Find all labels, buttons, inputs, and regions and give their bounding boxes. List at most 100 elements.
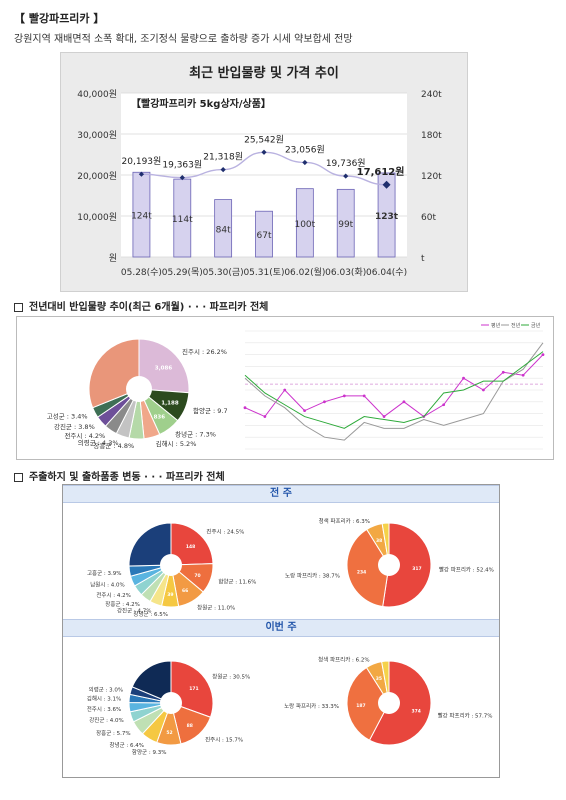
pie-category-label: 창원군 : 11.0% bbox=[197, 603, 235, 611]
series-marker bbox=[283, 388, 287, 392]
price-marker bbox=[382, 180, 391, 189]
y-right-tick: 240t bbox=[421, 90, 442, 100]
volume-price-chart-svg: 최근 반입물량 및 가격 추이 【빨강파프리카 5kg상자/상품】 40,000원 3… bbox=[77, 65, 442, 278]
x-tick-label: 05.28(수) bbox=[121, 267, 162, 278]
pie-category-label: 청색 파프리카 : 6.2% bbox=[318, 655, 369, 663]
price-label: 19,363원 bbox=[162, 160, 202, 171]
section-header-1: 전년대비 반입물량 추이(최근 6개월) · · · 파프리카 전체 bbox=[14, 298, 268, 313]
pie-value-label: 39 bbox=[167, 592, 173, 598]
pie-category-label: 의령군 : 3.0% bbox=[89, 686, 124, 694]
volume-label: 84t bbox=[216, 225, 231, 235]
price-marker bbox=[302, 159, 308, 166]
volume-label: 123t bbox=[375, 212, 399, 222]
y-right-tick: 120t bbox=[421, 172, 442, 182]
page-title: 【 빨강파프리카 】 bbox=[14, 12, 105, 25]
pie-category-label: 김해시 : 3.1% bbox=[87, 695, 122, 703]
pie-hole bbox=[160, 692, 182, 714]
pie-category-label: 김해시 : 5.2% bbox=[156, 439, 197, 448]
pie-slice bbox=[128, 522, 172, 567]
volume-label: 100t bbox=[294, 220, 315, 230]
pie-category-label: 장흥군 : 5.7% bbox=[96, 729, 131, 737]
shipment-panel: 전 주 148 진주시 : 24.5% 70 함양군 : 11.6% 66 창원군 : 1… bbox=[62, 484, 500, 778]
legend-label: 평년 bbox=[491, 322, 501, 329]
y-left-tick: 30,000원 bbox=[77, 130, 117, 141]
y-right-tick: 180t bbox=[421, 131, 442, 141]
series-marker bbox=[323, 400, 326, 404]
trend-panel: 3,086 진주시 : 26.2% 1,188 함양군 : 9.7% 836 창녕군 : … bbox=[16, 316, 554, 460]
y-right-tick: t bbox=[421, 254, 425, 264]
price-label: 23,056원 bbox=[285, 144, 325, 155]
price-label: 21,318원 bbox=[203, 152, 243, 163]
pie-slice bbox=[170, 522, 214, 566]
pie-category-label: 장흥군 : 4.8% bbox=[93, 441, 134, 450]
y-left-tick: 원 bbox=[109, 253, 117, 264]
series-marker bbox=[482, 388, 485, 392]
pie-category-label: 빨강 파프리카 : 57.7% bbox=[438, 711, 493, 719]
pie-value-label: 70 bbox=[194, 573, 200, 579]
pie-value-label: 38 bbox=[376, 538, 382, 544]
section-title: 주출하지 및 출하품종 변동 · · · 파프리카 전체 bbox=[29, 472, 225, 483]
series-marker bbox=[462, 376, 465, 380]
pie-category-label: 진주시 : 26.2% bbox=[182, 347, 227, 356]
series-marker bbox=[303, 409, 306, 413]
pie-category-label: 의령군 : 4.3% bbox=[78, 438, 119, 447]
pie-value-label: 3,086 bbox=[155, 365, 173, 371]
series-marker bbox=[263, 415, 267, 418]
pie-category-label: 함양군 : 9.7% bbox=[193, 406, 227, 415]
volume-bar bbox=[214, 199, 233, 258]
pie-category-label: 전주시 : 3.6% bbox=[87, 705, 122, 713]
price-marker bbox=[220, 166, 226, 173]
pie-category-label: 진주시 : 24.5% bbox=[206, 528, 244, 536]
series-marker bbox=[362, 394, 366, 398]
chart-subtitle: 【빨강파프리카 5kg상자/상품】 bbox=[131, 97, 271, 110]
series-line bbox=[244, 342, 544, 441]
pie-category-label: 고흥군 : 3.9% bbox=[87, 569, 122, 577]
volume-line-chart: 평년 전년 금년 bbox=[243, 322, 545, 450]
series-line bbox=[244, 351, 544, 429]
pie-category-label: 강진군 : 3.8% bbox=[54, 422, 95, 431]
series-marker bbox=[501, 370, 505, 374]
pie-category-label: 빨강 파프리카 : 52.4% bbox=[439, 566, 494, 574]
price-label: 20,193원 bbox=[122, 156, 162, 167]
volume-label: 99t bbox=[338, 220, 353, 230]
volume-label: 124t bbox=[131, 212, 152, 222]
pie-category-label: 강진군 : 4.7% bbox=[117, 607, 152, 615]
y-left-tick: 20,000원 bbox=[77, 171, 117, 182]
pie-category-label: 함양군 : 11.6% bbox=[218, 578, 256, 586]
this-week-origin-pie: 171 창원군 : 30.5% 88 진주시 : 15.7% 52 함양군 : 9.3%창… bbox=[87, 660, 250, 756]
series-marker bbox=[521, 373, 525, 377]
pie-value-label: 1,188 bbox=[161, 400, 179, 406]
pie-value-label: 171 bbox=[189, 686, 198, 692]
price-marker bbox=[343, 173, 349, 179]
series-marker bbox=[541, 353, 545, 356]
pie-category-label: 강진군 : 4.0% bbox=[89, 716, 124, 724]
price-marker bbox=[261, 149, 267, 155]
pie-value-label: 66 bbox=[182, 588, 188, 594]
pie-category-label: 남원시 : 4.0% bbox=[90, 581, 125, 589]
pie-category-label: 장흥군 : 4.2% bbox=[105, 600, 140, 608]
volume-bar bbox=[377, 172, 396, 258]
pie-category-label: 노랑 파프리카 : 38.7% bbox=[285, 572, 340, 580]
volume-bar bbox=[255, 210, 273, 258]
pie-category-label: 함양군 : 9.3% bbox=[132, 748, 167, 756]
checkbox-icon bbox=[14, 302, 23, 312]
price-marker bbox=[138, 171, 145, 177]
y-left-tick: 10,000원 bbox=[77, 212, 117, 223]
pie-category-label: 창녕군 : 7.3% bbox=[175, 430, 216, 438]
volume-label: 67t bbox=[257, 231, 272, 241]
x-tick-label: 06.03(화) bbox=[325, 267, 366, 278]
y-right-tick: 60t bbox=[421, 213, 436, 223]
pie-category-label: 노랑 파프리카 : 33.3% bbox=[284, 702, 339, 710]
x-tick-label: 06.04(수) bbox=[366, 267, 407, 278]
pie-category-label: 전주시 : 4.2% bbox=[64, 431, 105, 440]
this-week-variety-pie: 374 빨강 파프리카 : 57.7% 187 노랑 파프리카 : 33.3% 35 청색… bbox=[284, 655, 493, 746]
pie-category-label: 진주시 : 15.7% bbox=[205, 736, 243, 744]
y-left-tick: 40,000원 bbox=[77, 89, 117, 100]
pie-hole bbox=[126, 376, 152, 402]
pie-category-label: 창원군 : 30.5% bbox=[212, 672, 250, 680]
pie-slice bbox=[131, 660, 172, 704]
price-label: 19,736원 bbox=[326, 158, 366, 169]
last-week-origin-pie: 148 진주시 : 24.5% 70 함양군 : 11.6% 66 창원군 : 11.0%… bbox=[87, 522, 256, 618]
origin-pie-chart: 3,086 진주시 : 26.2% 1,188 함양군 : 9.7% 836 창녕군 : … bbox=[47, 338, 227, 450]
band-last-week: 전 주 bbox=[63, 485, 499, 503]
